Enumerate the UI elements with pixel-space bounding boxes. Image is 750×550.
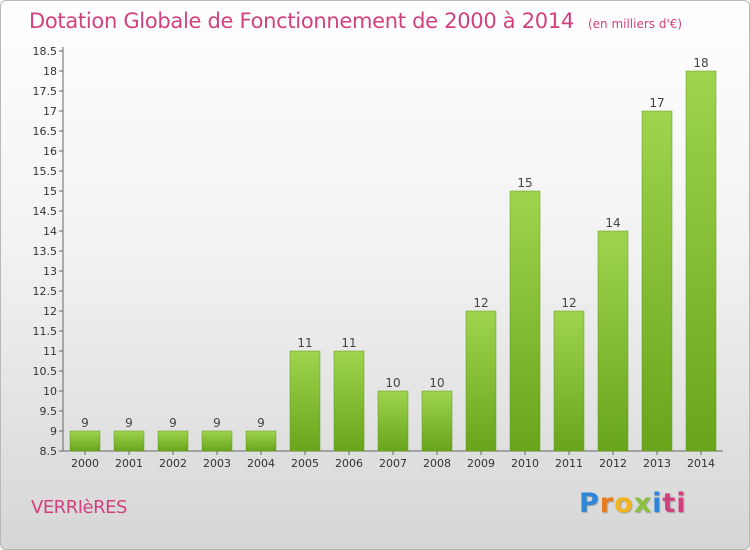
- y-tick-label: 18: [43, 65, 57, 78]
- y-tick-label: 9.5: [40, 405, 58, 418]
- chart-title-main: Dotation Globale de Fonctionnement de 20…: [29, 9, 574, 33]
- bar-2010: [509, 190, 541, 452]
- x-tick-label: 2000: [71, 457, 99, 470]
- y-tick-label: 13.5: [33, 245, 58, 258]
- y-tick-label: 16: [43, 145, 57, 158]
- logo-letter: ti: [662, 488, 687, 519]
- x-tick-label: 2006: [335, 457, 363, 470]
- y-tick-label: 12: [43, 305, 57, 318]
- y-tick-label: 11: [43, 345, 57, 358]
- y-tick-label: 14: [43, 225, 57, 238]
- bar-2006: [333, 350, 365, 452]
- logo-letter: x: [633, 488, 653, 519]
- proxiti-logo: Proxiti: [579, 488, 687, 519]
- value-label: 18: [693, 56, 708, 70]
- value-label: 9: [257, 416, 265, 430]
- bar-2003: [201, 430, 233, 452]
- value-label: 11: [341, 336, 356, 350]
- chart-axes: 8.5 9 9.5 10 10.5 11 11.5 12 12.5 13 13.5 14 14.5 15 1…: [33, 45, 723, 458]
- value-label: 11: [297, 336, 312, 350]
- bar-2009: [465, 310, 497, 452]
- x-tick-label: 2010: [511, 457, 539, 470]
- x-tick-label: 2007: [379, 457, 407, 470]
- logo-letter: P: [579, 488, 600, 519]
- value-label: 10: [429, 376, 444, 390]
- bar-2007: [377, 390, 409, 452]
- x-tick-label: 2005: [291, 457, 319, 470]
- value-label: 12: [561, 296, 576, 310]
- bar-2001: [113, 430, 145, 452]
- x-tick-label: 2003: [203, 457, 231, 470]
- x-tick-label: 2001: [115, 457, 143, 470]
- value-label: 17: [649, 96, 664, 110]
- logo-letter: r: [599, 488, 615, 519]
- logo-letter: i: [652, 488, 663, 519]
- x-tick-label: 2011: [555, 457, 583, 470]
- x-tick-label: 2004: [247, 457, 275, 470]
- value-label: 9: [213, 416, 221, 430]
- x-tick-label: 2002: [159, 457, 187, 470]
- y-tick-label: 15.5: [33, 165, 58, 178]
- chart-subtitle: (en milliers d'€): [587, 17, 683, 31]
- logo-letter: o: [614, 488, 634, 519]
- y-tick-label: 17.5: [33, 85, 58, 98]
- y-tick-label: 10: [43, 385, 57, 398]
- value-label: 10: [385, 376, 400, 390]
- value-label: 12: [473, 296, 488, 310]
- bar-2008: [421, 390, 453, 452]
- value-label: 9: [81, 416, 89, 430]
- chart-labels: 2000 9 2001 9 2002 9 2003 9 2004 9 2005 11 2006 11 200…: [71, 56, 715, 470]
- commune-name: VERRIèRES: [31, 497, 127, 518]
- bar-2004: [245, 430, 277, 452]
- y-tick-label: 13: [43, 265, 57, 278]
- y-tick-label: 14.5: [33, 205, 58, 218]
- chart-title: Dotation Globale de Fonctionnement de 20…: [29, 9, 682, 33]
- x-tick-label: 2009: [467, 457, 495, 470]
- y-tick-label: 12.5: [33, 285, 58, 298]
- y-tick-label: 8.5: [40, 445, 58, 458]
- bar-2000: [69, 430, 101, 452]
- bar-2002: [157, 430, 189, 452]
- bar-2014: [685, 70, 717, 452]
- chart-bars: [69, 70, 717, 452]
- value-label: 15: [517, 176, 532, 190]
- y-tick-label: 15: [43, 185, 57, 198]
- bar-2005: [289, 350, 321, 452]
- value-label: 9: [125, 416, 133, 430]
- x-tick-label: 2012: [599, 457, 627, 470]
- y-tick-label: 10.5: [33, 365, 58, 378]
- y-tick-label: 16.5: [33, 125, 58, 138]
- bar-2011: [553, 310, 585, 452]
- y-tick-label: 9: [50, 425, 57, 438]
- value-label: 9: [169, 416, 177, 430]
- value-label: 14: [605, 216, 620, 230]
- y-tick-label: 18.5: [33, 45, 58, 58]
- x-tick-label: 2013: [643, 457, 671, 470]
- bar-2012: [597, 230, 629, 452]
- y-tick-label: 17: [43, 105, 57, 118]
- x-tick-label: 2014: [687, 457, 715, 470]
- y-tick-label: 11.5: [33, 325, 58, 338]
- bar-2013: [641, 110, 673, 452]
- x-tick-label: 2008: [423, 457, 451, 470]
